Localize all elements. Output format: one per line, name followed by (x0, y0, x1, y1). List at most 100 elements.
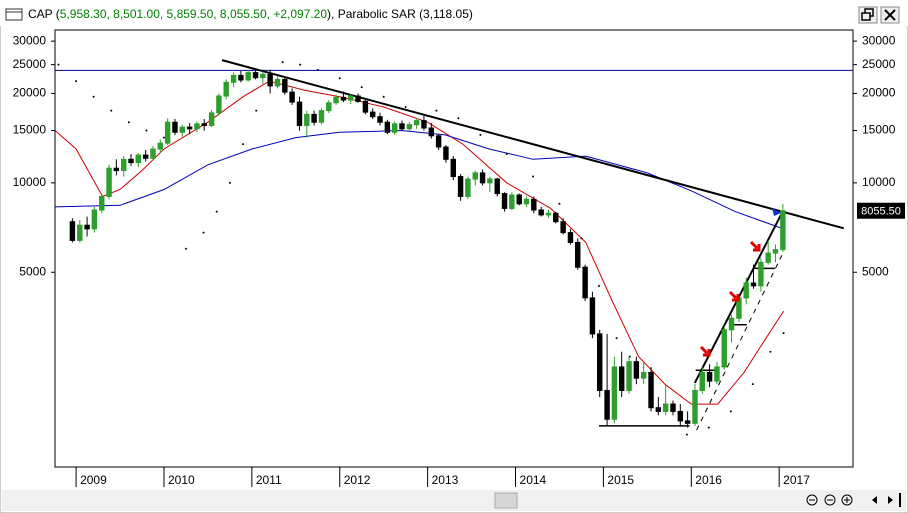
sar-dot (769, 350, 772, 353)
candle-body (567, 232, 574, 243)
y-tick-label: 25000 (13, 57, 47, 71)
sar-dot (145, 129, 148, 132)
candle-body (531, 198, 537, 211)
candle-body (399, 123, 405, 130)
candle-body (216, 95, 222, 114)
candle-body (311, 113, 317, 123)
x-tick-label: 2014 (520, 473, 547, 487)
sar-dot (162, 136, 165, 139)
sar-dot (127, 121, 130, 124)
sar-dot (255, 109, 258, 112)
candle-body (77, 224, 83, 241)
close-button[interactable] (880, 6, 900, 24)
signal-arrow (699, 345, 711, 357)
candle-body (662, 403, 669, 412)
candle-body (289, 91, 295, 103)
candle-body (296, 101, 303, 126)
y-tick-label: 30000 (862, 33, 896, 47)
x-tick-label: 2013 (432, 473, 459, 487)
overlay-line (55, 80, 785, 405)
candle-body (721, 329, 727, 368)
symbol: CAP ( (28, 7, 60, 21)
candle-body (172, 121, 178, 133)
sar-dot (202, 231, 205, 234)
sar-dot (57, 63, 60, 66)
sar-dot (532, 175, 535, 178)
y-tick-label: 25000 (862, 57, 896, 71)
candle-body (611, 366, 618, 420)
last-price-box (857, 202, 905, 219)
signal-arrow (772, 208, 781, 216)
candle-body (501, 193, 508, 209)
y-tick-label: 5000 (19, 264, 46, 278)
sar-dot (615, 337, 618, 340)
title-bar (0, 0, 908, 26)
candle-body (230, 74, 237, 83)
candle-body (728, 317, 735, 331)
candle-body (758, 261, 764, 287)
candle-body (194, 123, 200, 130)
candle-body (99, 195, 105, 211)
candle-body (692, 389, 698, 424)
candle-body (582, 266, 588, 299)
candle-body (164, 121, 171, 144)
x-tick-label: 2011 (256, 473, 282, 487)
sar-dot (729, 410, 732, 413)
signal-arrow (728, 290, 740, 302)
sar-dot (382, 95, 385, 98)
y-tick-label: 10000 (13, 175, 47, 189)
candle-body (362, 100, 369, 113)
scrollbar[interactable] (2, 490, 906, 511)
sar-dot (404, 106, 407, 109)
candle-body (780, 210, 786, 251)
y-tick-label: 15000 (862, 123, 896, 137)
window-icon (5, 8, 23, 21)
plot-area (54, 29, 854, 468)
candle-body (516, 194, 522, 205)
candle-body (245, 72, 251, 81)
sar-dot (685, 433, 688, 436)
candle-body (472, 172, 478, 180)
sar-dot (215, 210, 218, 213)
candle-body (772, 249, 779, 254)
sar-dot (242, 143, 245, 146)
candle-body (391, 123, 398, 133)
sar-dot (435, 109, 438, 112)
x-tick-label: 2017 (783, 473, 810, 487)
sar-dot (707, 426, 710, 429)
y-tick-label: 30000 (13, 33, 47, 47)
sar-dot (75, 80, 78, 83)
candle-body (626, 361, 632, 391)
candle-body (457, 176, 464, 197)
y-tick-label: 20000 (862, 86, 896, 100)
candle-body (238, 74, 244, 81)
sar-dot (110, 109, 113, 112)
candle-body (91, 209, 98, 230)
candle-body (684, 420, 691, 424)
candle-body (355, 95, 361, 102)
candle-body (121, 158, 127, 172)
candle-body (384, 121, 391, 133)
candle-body (150, 148, 156, 159)
candle-body (179, 126, 185, 133)
candle-body (670, 403, 676, 412)
overlay-line (696, 255, 783, 431)
candle-body (406, 124, 413, 130)
ohlc: 5,958.30, 8,501.00, 5,859.50, 8,055.50, … (60, 7, 328, 21)
candle-body (509, 194, 515, 209)
sar-dot (580, 237, 583, 240)
sar-dot (457, 117, 460, 120)
candle-body (304, 113, 310, 126)
candle-body (750, 282, 757, 287)
candle-body (714, 366, 720, 382)
candle-body (743, 282, 749, 299)
sar-dot (299, 63, 302, 66)
restore-button[interactable] (858, 6, 878, 24)
candle-body (648, 371, 654, 409)
candle-body (450, 158, 457, 178)
candle-body (113, 167, 120, 172)
candle-body (677, 410, 684, 422)
candle-body (494, 178, 500, 195)
y-tick-label: 15000 (13, 123, 47, 137)
sar-dot (751, 383, 754, 386)
